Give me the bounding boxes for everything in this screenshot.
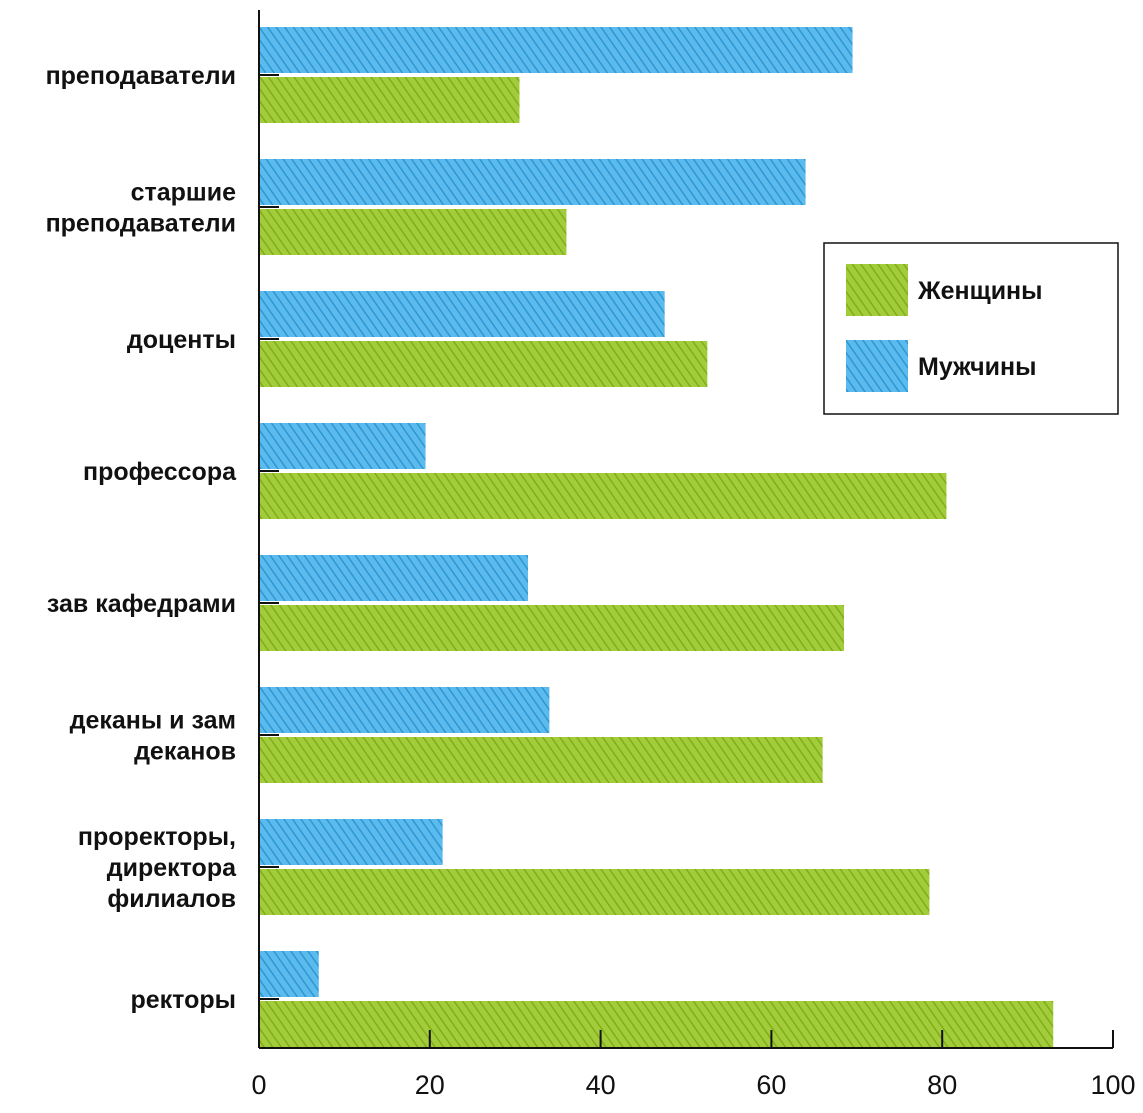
x-tick-label-20: 20 <box>415 1070 445 1100</box>
bar-men-0 <box>259 27 853 73</box>
category-label-3: профессора <box>83 458 237 486</box>
x-tick-label-0: 0 <box>251 1070 266 1100</box>
bar-men-2 <box>259 291 665 337</box>
x-tick-label-40: 40 <box>586 1070 616 1100</box>
category-label-1: старшие преподаватели <box>46 179 237 238</box>
bar-women-0 <box>259 77 520 123</box>
bar-women-1 <box>259 209 567 255</box>
bar-men-4 <box>259 555 529 601</box>
bar-women-6 <box>259 869 930 915</box>
category-label-4: зав кафедрами <box>47 590 236 618</box>
category-label-2: доценты <box>127 326 236 354</box>
bars-layer <box>259 27 1054 1047</box>
bar-women-3 <box>259 473 947 519</box>
bar-women-7 <box>259 1001 1054 1047</box>
legend: Женщины Мужчины <box>823 242 1119 415</box>
axes-layer <box>258 10 1114 1049</box>
category-label-0: преподаватели <box>46 62 236 90</box>
bar-men-1 <box>259 159 806 205</box>
x-tick-label-80: 80 <box>927 1070 957 1100</box>
category-label-5: деканы и зам деканов <box>70 707 236 766</box>
bar-men-6 <box>259 819 443 865</box>
bar-women-2 <box>259 341 708 387</box>
legend-swatch-women <box>846 264 908 316</box>
legend-swatch-men <box>846 340 908 392</box>
bar-men-5 <box>259 687 550 733</box>
bar-men-3 <box>259 423 426 469</box>
legend-label-women: Женщины <box>917 277 1043 305</box>
bar-men-7 <box>259 951 319 997</box>
x-tick-label-60: 60 <box>756 1070 786 1100</box>
category-label-7: ректоры <box>131 986 237 1014</box>
legend-label-men: Мужчины <box>918 353 1036 381</box>
bar-women-5 <box>259 737 823 783</box>
x-tick-label-100: 100 <box>1090 1070 1135 1100</box>
bar-women-4 <box>259 605 844 651</box>
labels-layer: преподаватели старшие преподаватели доценты… <box>46 62 1136 1100</box>
category-label-6: проректоры, директора филиалов <box>78 823 237 913</box>
